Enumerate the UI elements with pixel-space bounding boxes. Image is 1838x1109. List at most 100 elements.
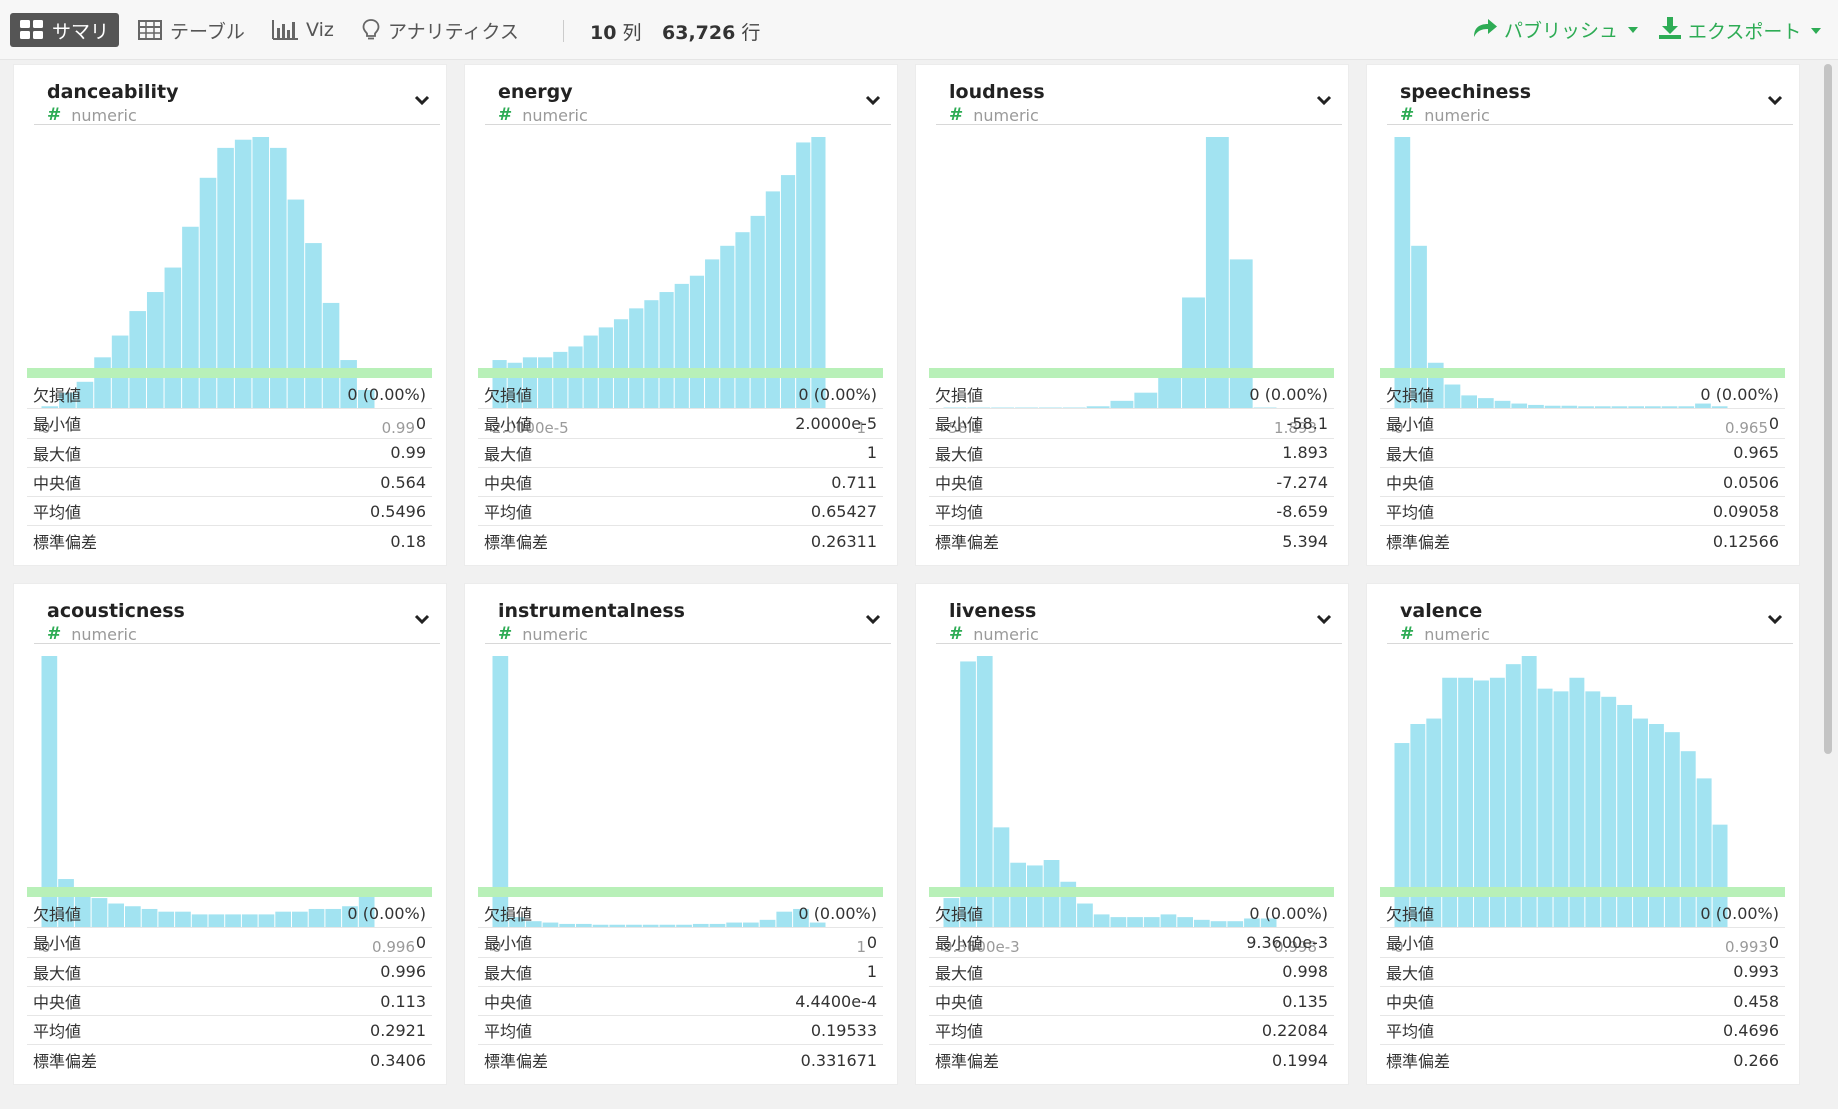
histogram-bar[interactable]	[776, 911, 793, 928]
histogram-bar[interactable]	[1410, 724, 1426, 928]
histogram-bar[interactable]	[709, 923, 726, 928]
histogram-bar[interactable]	[191, 914, 208, 928]
histogram-bar[interactable]	[1110, 400, 1134, 409]
histogram-bar[interactable]	[225, 914, 241, 928]
histogram-bar[interactable]	[91, 898, 108, 928]
histogram-bar[interactable]	[217, 147, 234, 409]
chevron-down-icon[interactable]	[1767, 91, 1783, 110]
histogram-bar[interactable]	[692, 923, 709, 928]
histogram-bar[interactable]	[1561, 405, 1578, 409]
histogram-bar[interactable]	[129, 311, 146, 409]
histogram-bar[interactable]	[74, 889, 91, 928]
histogram-bar[interactable]	[1442, 677, 1458, 928]
publish-button[interactable]: パブリッシュ	[1472, 16, 1639, 43]
histogram-bar[interactable]	[1617, 704, 1633, 928]
histogram-bar[interactable]	[1633, 718, 1648, 928]
histogram-bar[interactable]	[765, 191, 780, 409]
histogram-bar[interactable]	[542, 922, 559, 928]
histogram-bar[interactable]	[241, 914, 258, 928]
chevron-down-icon[interactable]	[414, 91, 430, 110]
histogram-bar[interactable]	[492, 656, 509, 928]
histogram-bar[interactable]	[358, 889, 375, 928]
histogram-bar[interactable]	[1177, 917, 1193, 928]
histogram-bar[interactable]	[943, 898, 960, 928]
histogram-bar[interactable]	[357, 389, 375, 409]
histogram-bar[interactable]	[509, 917, 525, 928]
histogram-bar[interactable]	[1244, 918, 1260, 928]
histogram-bar[interactable]	[1474, 680, 1489, 928]
histogram-bar[interactable]	[659, 924, 676, 928]
histogram-bar[interactable]	[1628, 406, 1644, 409]
histogram-bar[interactable]	[991, 407, 1015, 410]
histogram-bar[interactable]	[743, 922, 759, 928]
histogram-bar[interactable]	[1205, 137, 1229, 409]
histogram-bar[interactable]	[1645, 406, 1661, 409]
histogram-bar[interactable]	[525, 921, 542, 928]
histogram-bar[interactable]	[1227, 921, 1244, 928]
histogram-bar[interactable]	[1695, 403, 1711, 409]
histogram-bar[interactable]	[158, 911, 175, 928]
export-button[interactable]: エクスポート	[1658, 16, 1822, 45]
histogram-bar[interactable]	[1494, 400, 1511, 409]
histogram-bar[interactable]	[1569, 677, 1585, 928]
histogram-bar[interactable]	[125, 906, 141, 928]
chevron-down-icon[interactable]	[1767, 610, 1783, 629]
histogram-bar[interactable]	[141, 908, 158, 928]
histogram-bar[interactable]	[1648, 724, 1664, 928]
chevron-down-icon[interactable]	[414, 610, 430, 629]
histogram-bar[interactable]	[793, 908, 809, 928]
histogram-bar[interactable]	[1143, 917, 1160, 928]
histogram-bar[interactable]	[1711, 406, 1728, 409]
histogram-bar[interactable]	[1661, 406, 1678, 409]
histogram-bar[interactable]	[1093, 914, 1110, 928]
histogram-bar[interactable]	[796, 142, 811, 409]
histogram-bar[interactable]	[735, 232, 750, 409]
histogram-bar[interactable]	[609, 924, 626, 928]
histogram-bar[interactable]	[1210, 921, 1227, 928]
histogram-bar[interactable]	[811, 137, 826, 409]
histogram-bar[interactable]	[325, 908, 342, 928]
histogram-bar[interactable]	[175, 911, 191, 928]
histogram-bar[interactable]	[759, 919, 776, 928]
histogram-bar[interactable]	[642, 924, 659, 928]
histogram-bar[interactable]	[629, 308, 644, 409]
histogram-bar[interactable]	[809, 922, 826, 928]
histogram-bar[interactable]	[553, 351, 568, 409]
histogram-bar[interactable]	[41, 656, 58, 928]
histogram-bar[interactable]	[1511, 403, 1528, 409]
histogram-bar[interactable]	[644, 300, 659, 409]
histogram-bar[interactable]	[1077, 903, 1093, 928]
histogram-bar[interactable]	[1478, 398, 1494, 409]
histogram-bar[interactable]	[1678, 406, 1695, 409]
histogram-bar[interactable]	[960, 661, 976, 928]
histogram-bar[interactable]	[1426, 718, 1442, 928]
histogram-bar[interactable]	[1594, 406, 1611, 409]
histogram-bar[interactable]	[943, 407, 967, 410]
tab-table[interactable]: テーブル	[128, 13, 255, 47]
histogram-bar[interactable]	[780, 175, 796, 409]
histogram-bar[interactable]	[1134, 392, 1158, 409]
histogram-bar[interactable]	[1601, 696, 1617, 928]
histogram-bar[interactable]	[305, 243, 322, 409]
histogram-bar[interactable]	[1394, 137, 1411, 409]
histogram-bar[interactable]	[626, 924, 642, 928]
scrollbar-thumb[interactable]	[1824, 64, 1832, 754]
tab-viz[interactable]: Viz	[262, 13, 344, 47]
histogram-bar[interactable]	[1015, 407, 1038, 410]
histogram-bar[interactable]	[1062, 407, 1086, 410]
histogram-bar[interactable]	[576, 923, 592, 928]
chevron-down-icon[interactable]	[865, 610, 881, 629]
tab-analytics[interactable]: アナリティクス	[352, 13, 529, 47]
histogram-bar[interactable]	[976, 656, 993, 928]
histogram-bar[interactable]	[1553, 691, 1569, 928]
histogram-bar[interactable]	[676, 924, 692, 928]
tab-summary[interactable]: サマリ	[10, 13, 120, 47]
histogram-bar[interactable]	[199, 177, 217, 409]
histogram-bar[interactable]	[342, 906, 358, 928]
histogram-bar[interactable]	[659, 292, 674, 409]
histogram-bar[interactable]	[1260, 918, 1277, 928]
histogram-bar[interactable]	[1110, 917, 1127, 928]
histogram-bar[interactable]	[108, 903, 124, 928]
histogram-bar[interactable]	[592, 924, 609, 928]
histogram-bar[interactable]	[1086, 406, 1110, 409]
